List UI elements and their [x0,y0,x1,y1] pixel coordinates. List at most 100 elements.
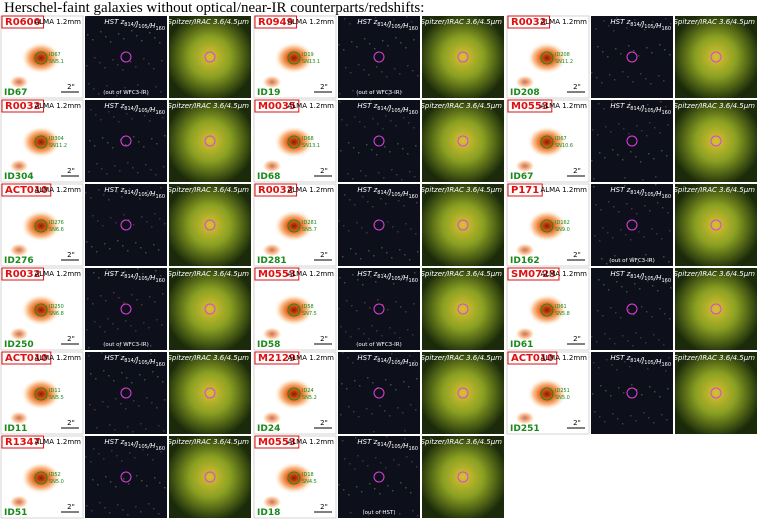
noise [593,178,595,180]
band-sub: 105 [391,360,401,366]
band-sub: 105 [644,108,654,114]
scale-label: 2" [67,251,75,259]
noise [613,30,615,32]
hst-label: HST z814/J105/H160 [357,438,418,452]
alma-emission [9,411,29,425]
band: z [120,354,125,362]
scale-label: 2" [573,335,581,343]
hst-image [338,268,420,350]
alma-emission [515,411,535,425]
noise [117,504,119,506]
hst-image [85,184,167,266]
noise [95,378,97,380]
noise [147,94,149,96]
noise [111,90,113,92]
noise [416,202,418,204]
noise [383,177,385,179]
noise [607,232,609,234]
inner-id: ID276 [49,220,64,226]
noise [636,125,638,127]
noise [349,199,351,201]
band-sub: 105 [391,444,401,450]
noise [149,32,151,34]
source-id: ID162 [510,256,540,266]
noise [647,368,649,370]
aperture [457,387,469,399]
noise [342,352,344,354]
alma-emission [527,42,567,74]
band: /J [639,272,644,280]
spitzer-label: Spitzer/IRAC 3.6/4.5μm [673,354,755,362]
noise [620,229,622,231]
noise [621,286,623,288]
noise [339,93,341,95]
noise [390,120,392,122]
noise [143,58,145,60]
noise [112,323,114,325]
noise [397,231,399,233]
noise [405,223,407,225]
noise [355,253,357,255]
spitzer-image [422,16,504,98]
noise [162,293,164,295]
noise [153,68,155,70]
noise [397,143,399,145]
noise [403,205,405,207]
noise [150,345,152,347]
scale-label: 2" [67,419,75,427]
noise [630,151,632,153]
cluster-name: R0032 [5,101,41,112]
noise [606,359,608,361]
noise [644,29,646,31]
spitzer-label: Spitzer/IRAC 3.6/4.5μm [420,18,502,26]
noise [626,27,628,29]
noise [409,171,411,173]
noise [399,513,401,515]
spitzer-label: Spitzer/IRAC 3.6/4.5μm [420,270,502,278]
band-sub: 105 [644,276,654,282]
band: z [120,270,125,278]
band-sub: 105 [644,192,654,198]
alma-emission [262,159,282,173]
source-id: ID281 [257,256,287,266]
noise [144,115,146,117]
scale-label: 2" [67,83,75,91]
cluster-name: ACT010 [511,353,554,364]
alma-emission [262,411,282,425]
noise [94,57,96,59]
noise [381,247,383,249]
noise [402,148,404,150]
noise [349,23,351,25]
band-sub: 814 [124,106,134,112]
noise [139,374,141,376]
source-circle [287,51,301,65]
band-sub: 160 [155,194,165,200]
spitzer-image [169,16,251,98]
band-sub: 814 [377,22,387,28]
noise [366,408,368,410]
band: /H [653,190,662,198]
cluster-box [1,435,45,449]
spitzer-image [422,184,504,266]
noise [620,317,622,319]
noise [618,387,620,389]
noise [395,125,397,127]
noise [158,249,160,251]
band: /H [400,22,409,30]
noise [403,117,405,119]
noise [86,241,88,243]
noise [628,309,630,311]
noise [96,251,98,253]
noise [128,219,130,221]
noise [607,56,609,58]
band: z [626,102,631,110]
noise [354,204,356,206]
scale-label: 2" [320,503,328,511]
alma-emission [274,126,314,158]
source-id: ID208 [510,88,540,98]
band: /J [386,356,391,364]
noise [384,146,386,148]
band: z [120,102,125,110]
